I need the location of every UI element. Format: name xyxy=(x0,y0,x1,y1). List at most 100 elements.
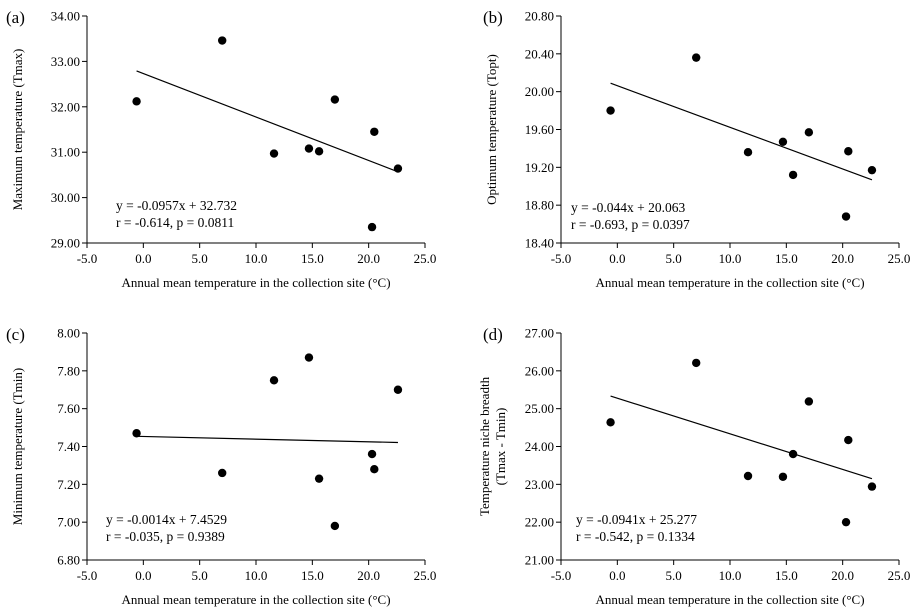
panel-d: (d) -5.0 0.0 5.0 10.0 15.0 20.0 25.0 21.00 22.00 2… xyxy=(477,325,910,607)
y-tick-label: 29.00 xyxy=(51,236,80,251)
y-tick-label: 7.80 xyxy=(57,363,80,378)
y-tick-label: 6.80 xyxy=(57,553,80,568)
y-tick-label: 18.80 xyxy=(525,198,554,213)
x-tick-label: 15.0 xyxy=(301,251,324,266)
x-axis-title: Annual mean temperature in the collectio… xyxy=(121,592,390,607)
y-tick-label: 7.60 xyxy=(57,401,80,416)
y-tick-label: 20.40 xyxy=(525,46,554,61)
regression-equation: y = -0.0941x + 25.277 xyxy=(576,512,697,527)
data-point xyxy=(692,53,701,62)
panel-label: (d) xyxy=(483,325,503,344)
y-tick-label: 19.20 xyxy=(525,160,554,175)
data-point xyxy=(304,144,314,153)
x-tick-label: 25.0 xyxy=(888,568,911,583)
y-tick-label: 21.00 xyxy=(525,553,554,568)
panel-a: (a) -5.0 0.0 5.0 10.0 15.0 20.0 25.0 29.00 30.00 3… xyxy=(6,8,436,290)
data-point xyxy=(778,472,788,481)
data-point xyxy=(606,418,615,427)
correlation-stats: r = -0.035, p = 0.9389 xyxy=(106,529,225,544)
data-point xyxy=(393,385,403,394)
y-axis-title: Minimum temperature (Tmin) xyxy=(10,368,25,525)
panel-label: (a) xyxy=(6,8,25,27)
y-axis-title-line1: Temperature niche breadth xyxy=(477,376,492,516)
data-point xyxy=(788,449,798,459)
y-tick-label: 8.00 xyxy=(57,326,80,341)
x-tick-label: -5.0 xyxy=(77,251,98,266)
x-tick-label: 0.0 xyxy=(135,251,151,266)
x-tick-label: 10.0 xyxy=(719,568,742,583)
x-tick-label: 5.0 xyxy=(666,568,682,583)
data-point xyxy=(367,222,377,232)
data-point xyxy=(330,521,340,531)
trend-line xyxy=(610,395,873,480)
x-axis-title: Annual mean temperature in the collectio… xyxy=(595,592,864,607)
data-point xyxy=(844,435,853,445)
panel-label: (c) xyxy=(6,325,25,344)
trend-line xyxy=(136,435,398,444)
data-point xyxy=(606,106,615,115)
x-tick-label: 10.0 xyxy=(245,251,268,266)
y-tick-label: 22.00 xyxy=(525,515,554,530)
y-tick-label: 31.00 xyxy=(51,145,80,160)
regression-equation: y = -0.0957x + 32.732 xyxy=(116,198,237,213)
data-point xyxy=(218,468,227,478)
data-point xyxy=(330,95,340,104)
x-tick-label: 5.0 xyxy=(666,251,682,266)
y-tick-label: 27.00 xyxy=(525,326,554,341)
data-point xyxy=(370,465,379,474)
y-tick-label: 30.00 xyxy=(51,190,80,205)
data-point xyxy=(370,127,379,136)
data-point xyxy=(132,429,141,438)
data-point xyxy=(804,128,814,137)
data-point xyxy=(269,149,279,158)
x-tick-label: 25.0 xyxy=(414,568,437,583)
x-tick-label: 15.0 xyxy=(301,568,324,583)
y-axis-title-line2: (Tmax - Tmin) xyxy=(493,408,508,486)
x-tick-label: 20.0 xyxy=(831,251,854,266)
data-point xyxy=(269,376,279,385)
data-point xyxy=(218,36,227,45)
y-tick-label: 20.00 xyxy=(525,84,554,99)
x-tick-label: 20.0 xyxy=(357,251,380,266)
panel-c: (c) -5.0 0.0 5.0 10.0 15.0 20.0 25.0 6.80 7.00 7.2… xyxy=(6,325,436,607)
x-tick-label: 5.0 xyxy=(192,251,208,266)
x-tick-label: 20.0 xyxy=(357,568,380,583)
y-tick-label: 24.00 xyxy=(525,439,554,454)
x-axis-title: Annual mean temperature in the collectio… xyxy=(595,275,864,290)
panel-label: (b) xyxy=(483,8,503,27)
data-point xyxy=(743,471,753,481)
y-axis-title: Maximum temperature (Tmax) xyxy=(10,49,25,211)
data-point xyxy=(867,165,877,175)
x-tick-label: -5.0 xyxy=(551,251,572,266)
data-point xyxy=(844,147,853,156)
x-tick-label: 0.0 xyxy=(609,568,625,583)
y-tick-label: 32.00 xyxy=(51,99,80,114)
x-tick-label: 0.0 xyxy=(609,251,625,266)
x-tick-label: -5.0 xyxy=(551,568,572,583)
panel-b: (b) -5.0 0.0 5.0 10.0 15.0 20.0 25.0 18.40 18.80 1… xyxy=(483,8,910,290)
data-point xyxy=(867,482,877,491)
x-axis-title: Annual mean temperature in the collectio… xyxy=(121,275,390,290)
data-point xyxy=(314,474,324,483)
data-point xyxy=(804,397,814,406)
y-tick-label: 7.00 xyxy=(57,515,80,530)
correlation-stats: r = -0.614, p = 0.0811 xyxy=(116,215,234,230)
y-tick-label: 19.60 xyxy=(525,122,554,137)
data-point xyxy=(841,517,851,527)
data-point xyxy=(743,148,753,157)
y-tick-label: 20.80 xyxy=(525,9,554,24)
y-tick-label: 33.00 xyxy=(51,54,80,69)
x-tick-label: 10.0 xyxy=(719,251,742,266)
x-tick-label: 15.0 xyxy=(775,568,798,583)
data-point xyxy=(132,97,141,106)
data-point xyxy=(393,164,403,173)
y-axis-title: Optimum temperature (Topt) xyxy=(484,54,499,205)
data-point xyxy=(788,170,798,180)
data-point xyxy=(778,137,788,146)
correlation-stats: r = -0.693, p = 0.0397 xyxy=(571,217,690,232)
data-point xyxy=(314,147,324,156)
x-tick-label: 10.0 xyxy=(245,568,268,583)
y-tick-label: 18.40 xyxy=(525,236,554,251)
y-tick-label: 34.00 xyxy=(51,9,80,24)
